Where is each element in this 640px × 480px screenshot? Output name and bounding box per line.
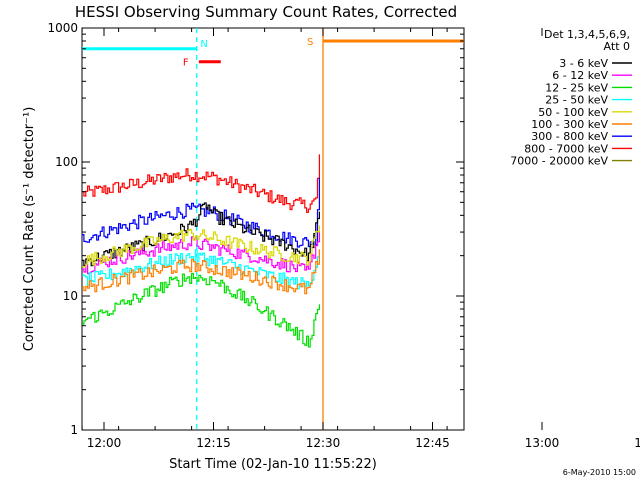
series-7 [82,264,640,348]
annotation-layer [82,28,464,430]
series-line [542,264,640,343]
series-line [82,230,320,275]
x-tick-label: 12:15 [196,436,231,450]
series-line [542,228,640,267]
legend-label: 800 - 7000 keV [524,142,608,155]
series-4 [82,225,640,268]
plot-area [81,27,465,431]
series-line [542,244,640,285]
legend-entry: 300 - 800 keV [531,130,632,143]
flag-n: N [200,39,207,50]
legend-entry: 12 - 25 keV [545,81,632,94]
series-3 [82,204,640,275]
chart-title: HESSI Observing Summary Count Rates, Cor… [75,3,457,21]
series-line [82,249,320,290]
legend-entry: 100 - 300 keV [531,118,632,131]
x-tick-label: 12:00 [87,436,122,450]
y-tick-label: 10 [63,289,78,303]
series-layer [82,154,640,348]
series-line [82,154,320,213]
legend-label: 100 - 300 keV [531,118,608,131]
series-line [542,240,640,306]
legend-entry: 3 - 6 keV [559,57,632,70]
series-6 [82,244,640,295]
legend-entry: 7000 - 20000 keV [510,155,632,168]
footer-date: 6-May-2010 15:00 [563,468,636,477]
legend-entry: 6 - 12 keV [552,69,632,82]
y-tick-label: 1000 [47,21,78,35]
legend-label: 7000 - 20000 keV [510,155,608,168]
legend-label: 300 - 800 keV [531,130,608,143]
series-line [82,249,320,295]
series-line [542,189,640,237]
series-line [542,204,640,253]
series-2 [82,197,640,267]
legend-entry: 25 - 50 keV [545,94,632,107]
flag-layer: NF S [183,37,313,69]
flag-f: F [183,58,189,69]
y-axis: 1 10 100 1000 [47,21,464,437]
legend-entry: 50 - 100 keV [538,106,632,119]
legend-entry: 800 - 7000 keV [524,142,632,155]
x-tick-label: 12:45 [415,436,450,450]
y-tick-label: 1 [70,423,78,437]
legend-label: 12 - 25 keV [545,81,608,94]
legend-label: 6 - 12 keV [552,69,608,82]
legend-label: 25 - 50 keV [545,94,608,107]
series-5 [82,240,640,306]
y-tick-label: 100 [55,155,78,169]
y-axis-label: Corrected Count Rate (s⁻¹ detector⁻¹) [22,107,37,352]
series-line [82,225,320,268]
legend-label: 50 - 100 keV [538,106,608,119]
x-tick-label: 12:30 [306,436,341,450]
series-line [82,272,320,348]
x-axis-label: Start Time (02-Jan-10 11:55:22) [169,457,377,472]
legend-header-line2: Att 0 [604,40,630,53]
series-line [542,197,640,225]
x-tick-label: 13:15 [634,436,640,450]
legend-label: 3 - 6 keV [559,57,608,70]
series-0 [82,154,320,213]
legend-header-line1: Det 1,3,4,5,6,9, [544,28,630,41]
flag-s: S [307,37,313,48]
x-tick-label: 13:00 [525,436,560,450]
